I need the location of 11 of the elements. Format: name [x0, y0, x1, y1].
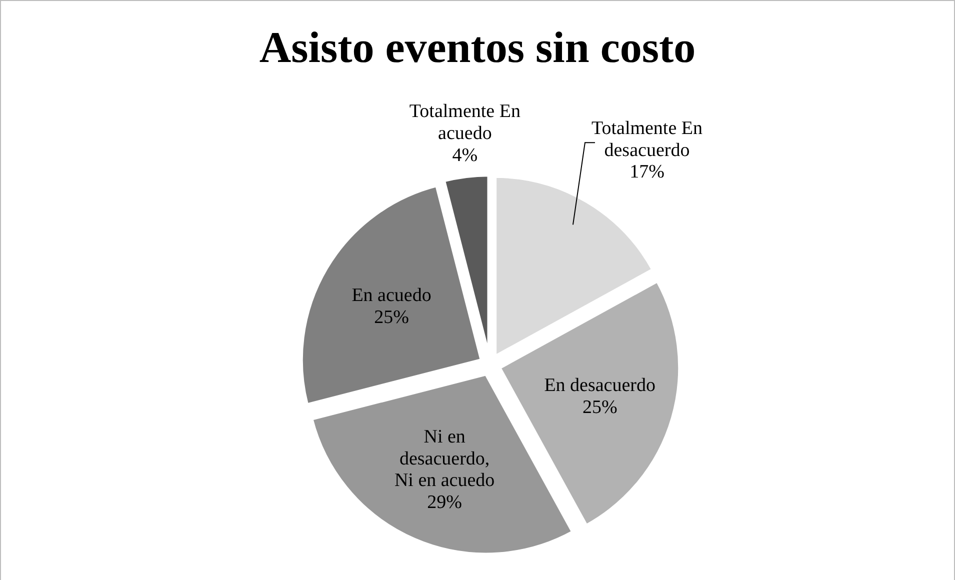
slice-label: Totalmente En acuedo — [409, 101, 521, 144]
slice-label: En acuedo — [352, 285, 432, 306]
data-label: 25% — [374, 306, 410, 328]
slice-label: En desacuerdo — [544, 375, 656, 396]
data-label: 4% — [452, 144, 478, 166]
slice-label: Totalmente En desacuerdo — [591, 118, 704, 161]
data-label: 17% — [630, 162, 665, 183]
data-label: 29% — [427, 492, 462, 513]
data-label: 25% — [582, 397, 618, 418]
slice-label: Ni en desacuerdo, Ni en acuedo — [394, 426, 495, 492]
chart-title: Asisto eventos sin costo — [259, 23, 696, 72]
